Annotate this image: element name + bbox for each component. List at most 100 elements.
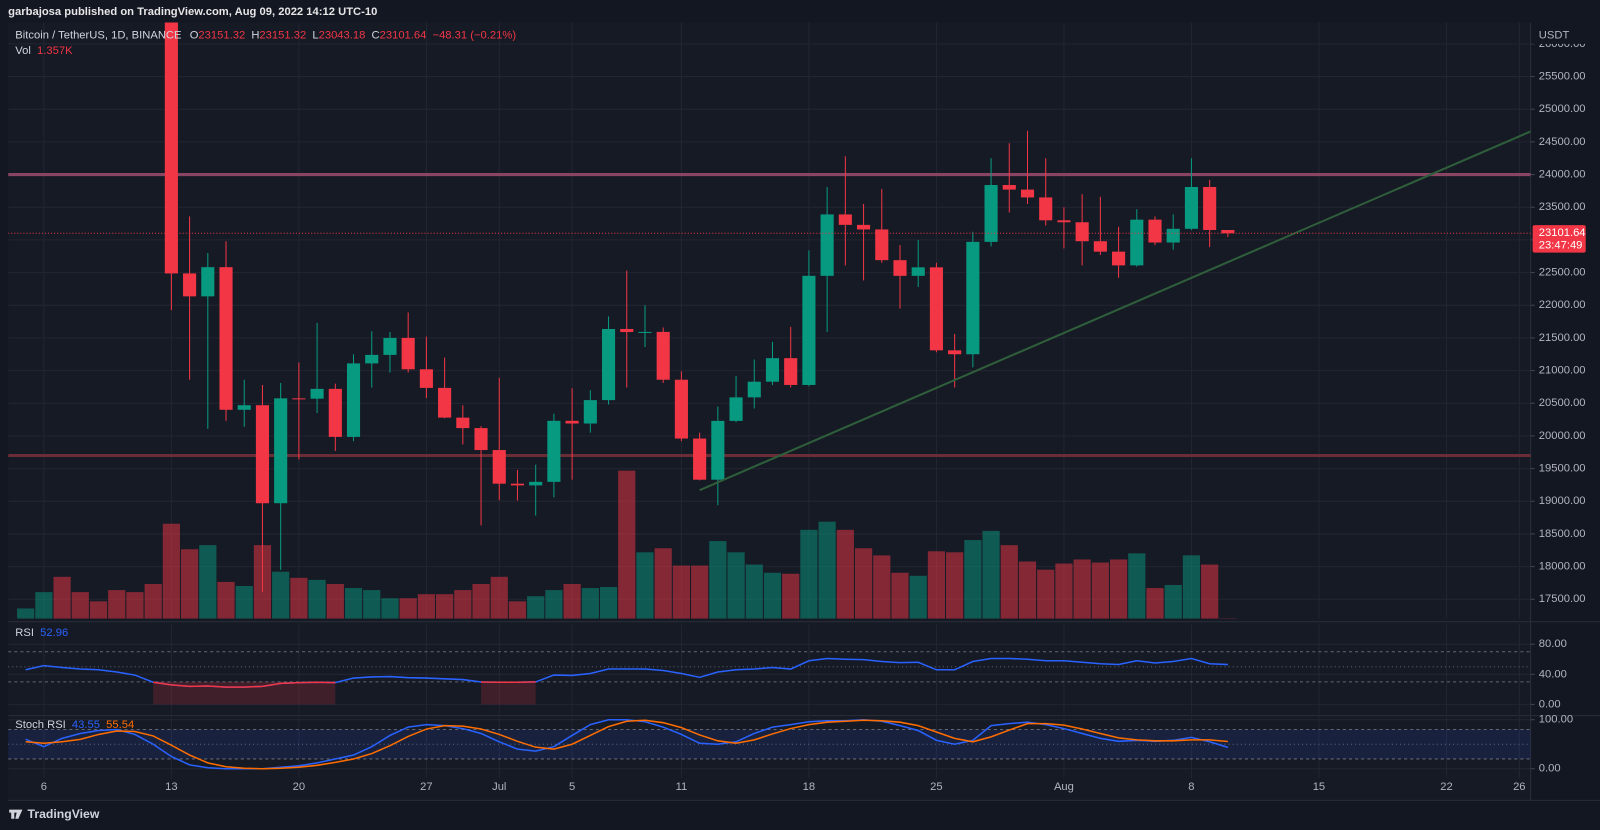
volume-bar xyxy=(1109,559,1128,619)
candle-body xyxy=(1130,219,1144,266)
volume-bar xyxy=(1164,584,1182,619)
volume-value: 1.357K xyxy=(37,45,73,57)
ohlc-key: O xyxy=(190,30,199,42)
volume-bar xyxy=(108,590,126,619)
volume-bar xyxy=(1146,588,1164,619)
x-tick-label: 15 xyxy=(1313,781,1325,793)
volume-bar xyxy=(235,586,253,619)
volume-bar xyxy=(53,576,71,619)
candle-body xyxy=(911,267,925,276)
candle-body xyxy=(1020,189,1035,198)
volume-bar xyxy=(89,601,108,619)
volume-bar xyxy=(1037,569,1055,619)
footer-logo: TradingView xyxy=(28,807,100,821)
last-price-label: 23101.64 xyxy=(1539,227,1586,239)
candle-body xyxy=(401,337,415,370)
symbol-legend: Bitcoin / TetherUS, 1D, BINANCE O23151.32… xyxy=(15,30,516,42)
candle-body xyxy=(601,328,616,401)
candle-body xyxy=(893,260,907,276)
volume-legend: Vol 1.357K xyxy=(15,45,73,57)
candle-body xyxy=(747,381,761,398)
volume-bar xyxy=(854,548,873,619)
x-tick-label: 22 xyxy=(1440,781,1452,793)
y-tick-label: 19500.00 xyxy=(1539,463,1586,475)
volume-bar xyxy=(162,523,180,619)
volume-bar xyxy=(1018,561,1037,619)
candle-body xyxy=(929,267,943,351)
indicator-legend: Stoch RSI 43.55 55.54 xyxy=(15,719,134,731)
candle-body xyxy=(328,388,342,437)
volume-bar xyxy=(1000,545,1018,619)
candle-body xyxy=(620,328,634,333)
candle-body xyxy=(583,400,597,424)
x-tick-label: Aug xyxy=(1054,781,1074,793)
volume-bar xyxy=(763,572,782,619)
volume-bar xyxy=(180,549,199,619)
indicator-legend: RSI 52.96 xyxy=(15,627,68,639)
candle-body xyxy=(765,358,780,382)
y-tick-label: 40.00 xyxy=(1539,668,1567,680)
candle-body xyxy=(784,358,798,385)
y-tick-label: 23500.00 xyxy=(1539,201,1586,213)
candle-body xyxy=(1075,222,1089,242)
candle-body xyxy=(456,417,470,429)
candle-body xyxy=(565,420,579,424)
candle-body xyxy=(510,483,525,486)
candle-body xyxy=(820,214,834,276)
volume-bar xyxy=(563,583,581,619)
indicator-value: 43.55 xyxy=(72,719,100,731)
volume-bar xyxy=(454,590,472,619)
volume-bar xyxy=(946,552,964,619)
chart-layer: 6 13 20 27 Jul 5 11 18 25 Aug 8 15 22 26 17500.00 18000… xyxy=(8,22,1599,793)
indicator-line xyxy=(25,719,1228,770)
candle-body xyxy=(474,428,488,451)
candle-body xyxy=(274,398,288,504)
candle-body xyxy=(164,22,178,274)
candle-body xyxy=(183,273,197,297)
indicator-layer xyxy=(8,718,1531,770)
y-tick-label: 24000.00 xyxy=(1539,169,1586,181)
volume-bar xyxy=(818,521,836,619)
indicator-line xyxy=(25,718,1229,770)
volume-bar xyxy=(326,583,344,619)
candle-body xyxy=(1184,186,1198,229)
x-tick-label: 27 xyxy=(420,781,432,793)
countdown: 23:47:49 xyxy=(1539,239,1583,251)
volume-bar xyxy=(144,583,162,619)
y-tick-label: 0.00 xyxy=(1539,698,1561,710)
candle-body xyxy=(656,331,670,380)
indicator-title: RSI xyxy=(15,627,34,639)
volume-bar xyxy=(909,575,927,619)
y-tick-label: 20000.00 xyxy=(1539,430,1586,442)
candle-body xyxy=(529,481,543,486)
trendline xyxy=(699,130,1531,492)
volume-bar xyxy=(272,571,290,619)
y-tick-label: 18000.00 xyxy=(1539,561,1586,573)
candle-body xyxy=(201,267,215,297)
volume-bar xyxy=(618,470,636,619)
indicator-value: 52.96 xyxy=(40,627,68,639)
candle-body xyxy=(802,275,816,385)
last-price-box xyxy=(1532,225,1586,253)
x-tick-label: 26 xyxy=(1513,781,1525,793)
volume-bar xyxy=(399,598,417,619)
candle-body xyxy=(310,388,324,399)
volume-bar xyxy=(381,598,399,619)
ohlc-key: L xyxy=(312,30,318,42)
candle-body xyxy=(547,420,561,482)
ohlc-key: C xyxy=(372,30,380,42)
volume-bar xyxy=(344,588,363,619)
x-tick-label: Jul xyxy=(492,781,506,793)
ohlc-value: 23151.32 xyxy=(198,30,245,42)
candle-body xyxy=(674,379,688,439)
volume-bar xyxy=(599,587,618,619)
x-tick-label: 13 xyxy=(165,781,177,793)
price-layer xyxy=(8,22,1531,619)
byline: garbajosa published on TradingView.com, … xyxy=(8,6,377,18)
volume-bar xyxy=(1201,564,1219,619)
x-tick-label: 20 xyxy=(293,781,305,793)
volume-bar xyxy=(545,590,563,619)
y-tick-label: 18500.00 xyxy=(1539,528,1586,540)
candle-body xyxy=(966,241,980,355)
volume-bar xyxy=(891,572,909,619)
